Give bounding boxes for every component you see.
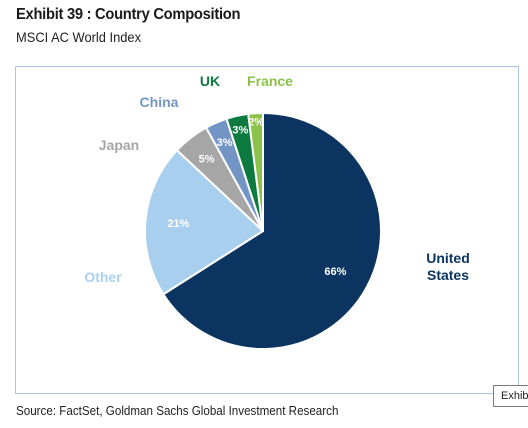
pie-slice-france <box>247 112 264 232</box>
value-label-united-states: 66% <box>324 266 346 278</box>
category-label-uk: UK <box>200 73 220 89</box>
source-note: Source: FactSet, Goldman Sachs Global In… <box>16 404 339 418</box>
value-label-uk: 3% <box>232 125 248 137</box>
pie-slice-other <box>144 149 264 296</box>
value-label-other: 21% <box>167 218 189 230</box>
category-label-other: Other <box>84 269 122 285</box>
chart-subtitle: MSCI AC World Index <box>16 29 142 45</box>
value-label-france: 2% <box>248 117 264 129</box>
pie-slice-united-states <box>162 112 382 350</box>
category-label-japan: Japan <box>99 137 139 153</box>
category-label-united-states: United States <box>426 250 470 283</box>
category-label-france: France <box>247 73 293 89</box>
category-label-china: China <box>140 94 179 110</box>
tooltip: Exhib <box>493 385 528 407</box>
value-label-china: 3% <box>217 137 233 149</box>
chart-title: Exhibit 39 : Country Composition <box>16 6 241 23</box>
chart-panel: 66% 21% 5% 3% 3% 2% United States Other Japan Chin… <box>15 66 519 394</box>
value-label-japan: 5% <box>199 153 215 165</box>
pie-chart: 66%21%5%3%3%2%United StatesOtherJapanChin… <box>84 73 470 350</box>
